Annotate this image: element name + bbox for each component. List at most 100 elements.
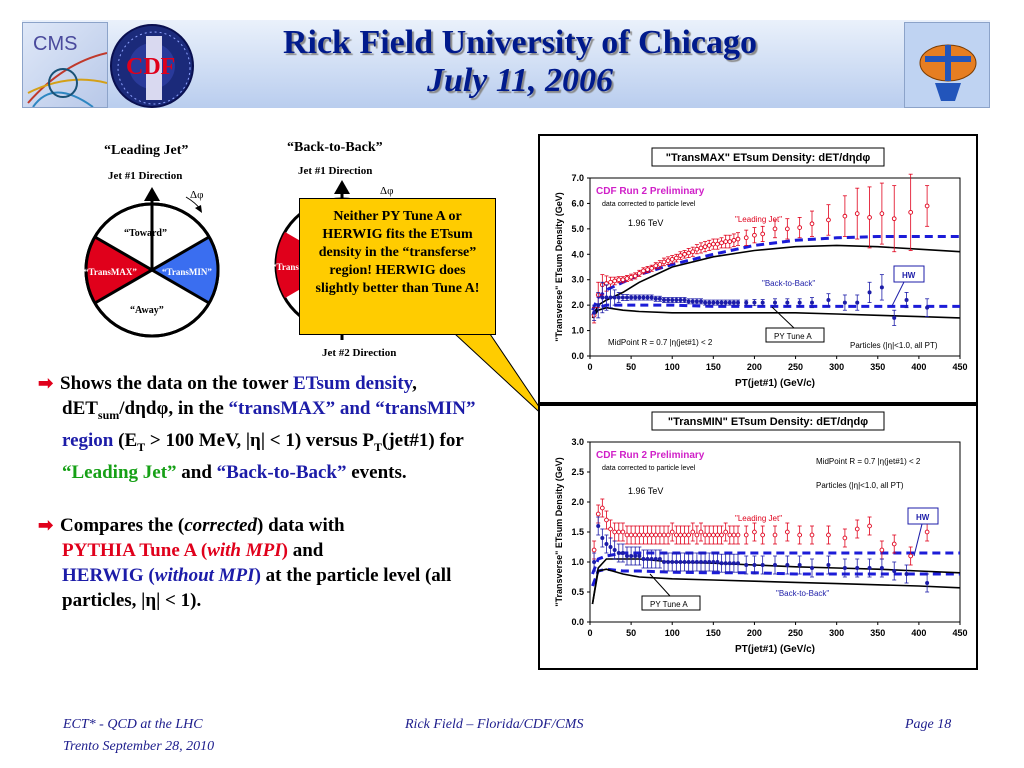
- hw-label-box: [907, 507, 939, 525]
- data-point-back-to-back: [620, 551, 625, 555]
- data-point-back-to-back: [867, 566, 872, 570]
- pytune-pointer: [649, 573, 671, 597]
- x-tick-label: 150: [706, 362, 721, 372]
- bullet1-leading: “Leading Jet”: [62, 461, 177, 483]
- data-point-leading: [657, 532, 663, 538]
- data-point-leading: [731, 237, 737, 243]
- data-point-leading: [842, 213, 848, 219]
- y-tick-label: 6.0: [571, 198, 584, 208]
- annotation-b2b: "Back-to-Back": [762, 279, 815, 288]
- cdf-logo-text: CDF: [126, 54, 176, 80]
- data-point-back-to-back: [686, 299, 691, 304]
- y-tick-label: 5.0: [571, 224, 584, 234]
- data-point-back-to-back: [600, 536, 605, 540]
- data-point-back-to-back: [723, 300, 728, 305]
- footer-right: Page 18: [905, 717, 952, 732]
- data-point-leading: [924, 529, 930, 535]
- bullet1-et: (E: [113, 429, 138, 451]
- data-point-back-to-back: [641, 295, 646, 300]
- data-point-leading: [673, 532, 679, 538]
- data-point-back-to-back: [670, 298, 675, 303]
- bullet1-b2b: “Back-to-Back”: [216, 461, 347, 483]
- diagram1-transmax-label: “TransMAX”: [84, 267, 137, 277]
- chart-title: "TransMIN" ETsum Density: dET/dηdφ: [668, 416, 868, 428]
- bullet2-text: Compares the (: [60, 515, 185, 536]
- data-point-back-to-back: [666, 560, 671, 564]
- bullet2-level: at the particle level (all particles, |η…: [62, 565, 452, 611]
- data-point-back-to-back: [616, 551, 621, 555]
- annotation-cdf: CDF Run 2 Preliminary: [596, 186, 705, 197]
- x-tick-label: 50: [626, 628, 636, 638]
- hw-label-box: [893, 265, 925, 283]
- x-tick-label: 400: [911, 362, 926, 372]
- data-point-leading: [698, 245, 704, 251]
- data-point-back-to-back: [645, 557, 650, 561]
- data-point-back-to-back: [925, 581, 930, 585]
- data-point-back-to-back: [699, 560, 703, 564]
- bullet1-t-sub2: T: [374, 439, 383, 454]
- x-axis-label: PT(jet#1) (GeV/c): [735, 378, 815, 389]
- data-point-back-to-back: [892, 315, 897, 320]
- herwig-curve: [591, 567, 960, 587]
- data-point-leading: [649, 265, 655, 271]
- data-point-leading: [645, 532, 650, 538]
- bullet1-region: “transMAX” and “transMIN” region: [62, 398, 476, 451]
- data-point-back-to-back: [731, 300, 736, 305]
- data-point-leading: [735, 532, 741, 538]
- pythia-curve: [591, 306, 961, 319]
- data-point-back-to-back: [649, 295, 654, 300]
- chart-title-box: [651, 147, 885, 167]
- data-point-leading: [735, 236, 741, 242]
- data-point-leading: [686, 250, 692, 256]
- bullet-2: ➡ Compares the (corrected) data with PYTH…: [38, 513, 482, 613]
- data-point-back-to-back: [690, 560, 695, 564]
- data-point-back-to-back: [703, 300, 708, 305]
- data-point-back-to-back: [637, 554, 642, 558]
- bullet-1: ➡ Shows the data on the tower ETsum densi…: [38, 371, 482, 485]
- x-tick-label: 0: [587, 362, 592, 372]
- data-point-leading: [809, 532, 815, 538]
- data-point-leading: [891, 216, 897, 222]
- data-point-back-to-back: [686, 560, 691, 564]
- data-point-leading: [620, 529, 626, 535]
- cms-logo-graphic: [27, 52, 107, 107]
- y-tick-label: 1.0: [571, 557, 584, 567]
- annotation-mid: MidPoint R = 0.7 |η(jet#1) < 2: [816, 457, 921, 466]
- data-point-back-to-back: [715, 560, 720, 564]
- data-point-back-to-back: [707, 300, 712, 305]
- data-point-back-to-back: [625, 295, 629, 300]
- data-point-leading: [867, 215, 872, 220]
- data-point-leading: [653, 532, 659, 538]
- bullet1-pt: (jet#1) for: [382, 429, 464, 451]
- chart-title-box: [651, 411, 885, 431]
- x-tick-label: 250: [788, 362, 803, 372]
- data-point-back-to-back: [674, 560, 679, 564]
- data-point-back-to-back: [657, 557, 662, 561]
- plot-frame: [589, 177, 961, 357]
- data-point-leading: [632, 532, 638, 538]
- data-point-leading: [616, 277, 622, 283]
- data-point-leading: [624, 532, 630, 538]
- y-tick-label: 3.0: [571, 275, 584, 285]
- data-point-back-to-back: [715, 300, 720, 305]
- data-point-back-to-back: [678, 298, 683, 303]
- data-point-back-to-back: [662, 298, 666, 303]
- uf-logo-graphic: [919, 44, 977, 101]
- data-point-back-to-back: [608, 545, 613, 549]
- data-point-leading: [694, 246, 700, 252]
- y-axis-label: "Transverse" ETsum Density (GeV): [554, 192, 564, 341]
- bullet2-with: ) data with: [257, 515, 345, 536]
- x-tick-label: 150: [706, 628, 721, 638]
- x-tick-label: 400: [911, 628, 926, 638]
- y-tick-label: 3.0: [571, 437, 584, 447]
- data-point-leading: [710, 241, 716, 247]
- callout-box: Neither PY Tune A or HERWIG fits the ETs…: [299, 198, 496, 335]
- data-point-leading: [612, 278, 618, 284]
- data-point-leading: [715, 532, 720, 538]
- cdf-logo-graphic: [117, 31, 191, 105]
- data-point-back-to-back: [682, 560, 687, 564]
- data-point-back-to-back: [744, 300, 749, 305]
- data-point-leading: [719, 532, 724, 538]
- data-point-leading: [665, 258, 671, 263]
- data-point-leading: [661, 532, 667, 538]
